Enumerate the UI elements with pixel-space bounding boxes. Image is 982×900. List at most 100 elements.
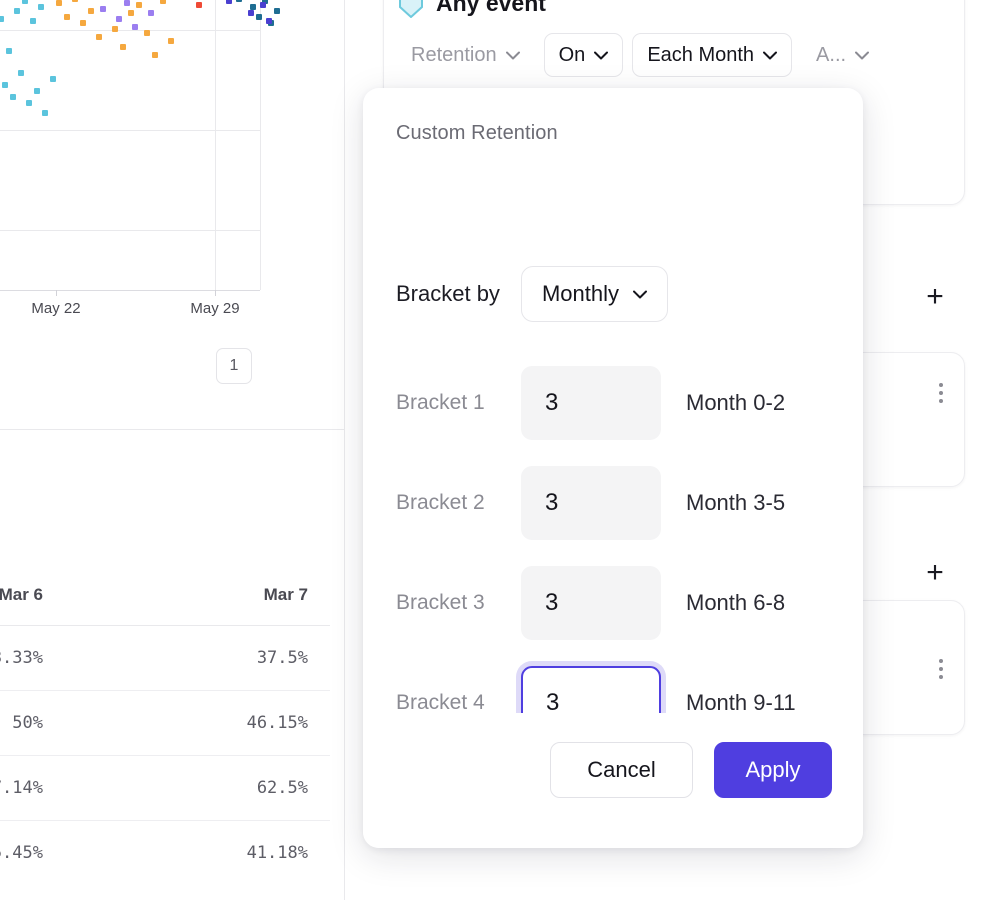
chart-data-point — [6, 48, 12, 54]
bracket-row-2: Bracket 2 3 Month 3-5 — [396, 466, 785, 540]
bracket-by-value: Monthly — [541, 281, 619, 306]
chart-x-tick — [215, 290, 216, 296]
chart-data-point — [144, 30, 150, 36]
chart-data-point — [260, 2, 266, 8]
chart-data-point — [148, 10, 154, 16]
bracket-by-row: Bracket by Monthly — [396, 266, 668, 322]
kebab-dot — [939, 675, 943, 679]
chart-data-point — [26, 100, 32, 106]
chart-data-point — [18, 70, 24, 76]
chart-data-point — [112, 26, 118, 32]
chart-data-point — [128, 10, 134, 16]
bracket-by-select[interactable]: Monthly — [520, 266, 668, 322]
chart-data-point — [226, 0, 232, 4]
add-step-button-2[interactable]: + — [926, 556, 944, 589]
table-row: 57.14%62.5% — [0, 755, 330, 821]
bracket-range-1: Month 0-2 — [686, 390, 786, 415]
cancel-button[interactable]: Cancel — [550, 742, 693, 798]
chart-data-point — [22, 0, 28, 4]
bracket-range-4: Month 9-11 — [686, 690, 796, 713]
chart-data-point — [50, 76, 56, 82]
kebab-dot — [939, 667, 943, 671]
hexagon-event-icon — [398, 0, 424, 19]
bracket-row-4: Bracket 4 3 Month 9-11 — [396, 666, 796, 713]
chevron-down-icon — [763, 51, 778, 60]
bracket-label-4: Bracket 4 — [396, 691, 485, 713]
event-header: Any event — [398, 0, 546, 19]
chart-data-point — [10, 94, 16, 100]
table-col-header-0: Mar 6 — [0, 571, 65, 626]
chart-data-point — [132, 24, 138, 30]
chart-data-point — [0, 16, 4, 22]
bracket-input-3[interactable]: 3 — [521, 566, 661, 640]
table-cell: 41.18% — [65, 820, 330, 885]
event-chip-label: On — [558, 43, 586, 66]
chevron-down-icon — [594, 51, 609, 60]
bracket-input-2[interactable]: 3 — [521, 466, 661, 540]
chevron-down-icon — [505, 51, 520, 60]
chart-data-point — [34, 88, 40, 94]
table-col-header-1: Mar 7 — [65, 571, 330, 626]
chart-x-tick-label: May 22 — [31, 300, 81, 317]
bracket-input-4[interactable]: 3 — [521, 666, 661, 713]
popover-footer: Cancel Apply — [363, 713, 863, 848]
add-step-button-1[interactable]: + — [926, 280, 944, 313]
event-config-chips: Retention On Each Month A... — [396, 33, 884, 77]
chart-gridline-h — [0, 230, 260, 231]
chart-gridline-v — [260, 0, 261, 290]
chart-data-point — [256, 14, 262, 20]
table-row: 33.33%37.5% — [0, 625, 330, 691]
bracket-by-label: Bracket by — [396, 281, 500, 306]
table-cell: 33.33% — [0, 625, 65, 691]
card-menu-button-1[interactable] — [931, 380, 951, 406]
chart-data-point — [80, 20, 86, 26]
bracket-range-3: Month 6-8 — [686, 590, 786, 615]
chart-data-point — [2, 82, 8, 88]
chart-data-point — [124, 0, 130, 6]
table-cell: 37.5% — [65, 625, 330, 691]
event-chip-0[interactable]: Retention — [396, 33, 535, 77]
kebab-dot — [939, 659, 943, 663]
chart-data-point — [30, 18, 36, 24]
chart-data-point — [64, 14, 70, 20]
chart-x-tick-label: May 29 — [190, 300, 240, 317]
bracket-label-3: Bracket 3 — [396, 591, 485, 614]
chart-section: May 22 May 29 1 — [0, 0, 344, 430]
scatter-chart: May 22 May 29 — [0, 0, 280, 317]
bracket-scroll-area[interactable]: Bracket by Monthly Bracket 1 3 Month 0-2 Br… — [363, 166, 863, 713]
chart-data-point — [168, 38, 174, 44]
chart-data-point — [42, 110, 48, 116]
event-chip-label: Each Month — [647, 43, 755, 66]
chevron-down-icon — [632, 290, 647, 299]
table-cell: 57.14% — [0, 755, 65, 821]
chart-data-point — [56, 0, 62, 6]
chart-data-point — [266, 18, 272, 24]
chart-data-point — [250, 4, 256, 10]
chart-data-point — [72, 0, 78, 2]
chart-data-point — [152, 52, 158, 58]
bracket-row-1: Bracket 1 3 Month 0-2 — [396, 366, 785, 440]
kebab-dot — [939, 399, 943, 403]
event-chip-1[interactable]: On — [543, 33, 624, 77]
chart-data-point — [96, 34, 102, 40]
chart-data-point — [14, 8, 20, 14]
chart-data-point — [136, 2, 142, 8]
pagination-page-1[interactable]: 1 — [216, 348, 252, 384]
bracket-input-1[interactable]: 3 — [521, 366, 661, 440]
bracket-range-2: Month 3-5 — [686, 490, 786, 515]
event-chip-3[interactable]: A... — [801, 33, 884, 77]
apply-button[interactable]: Apply — [714, 742, 832, 798]
chart-gridline-v — [215, 0, 216, 290]
chart-data-point — [196, 2, 202, 8]
event-chip-2[interactable]: Each Month — [632, 33, 793, 77]
chart-data-point — [274, 8, 280, 14]
table-cell: 46.15% — [65, 690, 330, 756]
bracket-label-1: Bracket 1 — [396, 391, 485, 414]
card-menu-button-2[interactable] — [931, 656, 951, 682]
chart-data-point — [116, 16, 122, 22]
event-title: Any event — [436, 0, 546, 16]
table-cell: 45.45% — [0, 820, 65, 885]
chart-data-point — [100, 6, 106, 12]
chart-data-point — [120, 44, 126, 50]
